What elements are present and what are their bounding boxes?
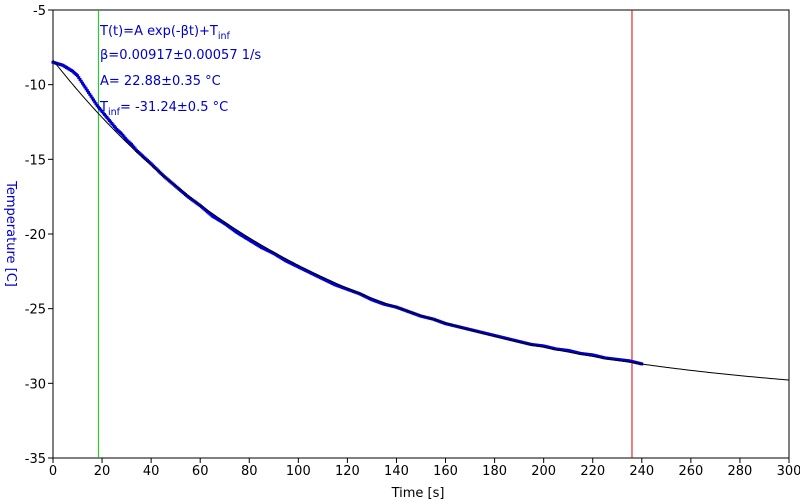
- fit-equation-main: T(t)=A exp(-βt)+T: [99, 24, 218, 39]
- data-point: [84, 87, 88, 91]
- data-point: [85, 89, 89, 93]
- x-tick-label: 300: [777, 464, 800, 479]
- x-tick-label: 180: [482, 464, 507, 479]
- fit-annotation: T(t)=A exp(-βt)+Tinf β=0.00917±0.00057 1…: [99, 24, 261, 118]
- x-tick-label: 160: [433, 464, 458, 479]
- fit-equation: T(t)=A exp(-βt)+Tinf: [99, 24, 231, 42]
- y-tick-label: -20: [25, 228, 46, 243]
- fit-curve: [52, 59, 790, 381]
- data-point: [88, 92, 92, 96]
- data-point: [91, 98, 95, 102]
- x-tick-label: 0: [49, 464, 57, 479]
- fit-beta: β=0.00917±0.00057 1/s: [100, 48, 261, 63]
- x-axis-title: Time [s]: [391, 486, 445, 501]
- y-tick-label: -10: [25, 79, 46, 94]
- data-point: [79, 79, 83, 83]
- x-tick-label: 40: [143, 464, 160, 479]
- x-tick-label: 100: [286, 464, 311, 479]
- x-tick-label: 200: [531, 464, 556, 479]
- x-tick-label: 20: [94, 464, 111, 479]
- fit-equation-subscript: inf: [218, 31, 231, 42]
- fit-tinf-subscript: inf: [108, 107, 121, 118]
- y-tick-label: -5: [33, 4, 46, 19]
- y-tick-label: -35: [25, 452, 46, 467]
- data-point: [87, 91, 91, 95]
- data-point: [90, 96, 94, 100]
- fit-tinf-symbol: T: [99, 100, 108, 115]
- fit-amplitude: A= 22.88±0.35 °C: [100, 74, 221, 89]
- y-tick-label: -15: [25, 153, 46, 168]
- data-point: [80, 81, 84, 85]
- data-point: [76, 74, 80, 78]
- x-tick-label: 140: [384, 464, 409, 479]
- data-point: [83, 85, 87, 89]
- x-tick-label: 220: [580, 464, 605, 479]
- data-point: [78, 77, 82, 81]
- fit-tinf: Tinf= -31.24±0.5 °C: [99, 100, 228, 118]
- data-point: [94, 102, 98, 106]
- data-point: [93, 100, 97, 104]
- x-tick-label: 80: [241, 464, 258, 479]
- y-axis-ticks: -5 -10 -15 -20 -25 -30 -35: [25, 4, 53, 467]
- y-axis-title: Temperature [C]: [3, 180, 18, 287]
- x-tick-label: 60: [192, 464, 209, 479]
- range-markers: [97, 10, 633, 458]
- x-tick-label: 260: [678, 464, 703, 479]
- x-axis-ticks: 0 20 40 60 80 100 120 140 160 180 200 220 240 260 280 3…: [49, 458, 800, 479]
- x-tick-label: 120: [335, 464, 360, 479]
- fit-tinf-value: = -31.24±0.5 °C: [120, 100, 228, 115]
- data-point: [82, 83, 86, 87]
- data-point: [77, 76, 81, 80]
- x-tick-label: 240: [629, 464, 654, 479]
- y-tick-label: -30: [25, 377, 46, 392]
- y-tick-label: -25: [25, 303, 46, 318]
- data-point: [89, 94, 93, 98]
- x-tick-label: 280: [728, 464, 753, 479]
